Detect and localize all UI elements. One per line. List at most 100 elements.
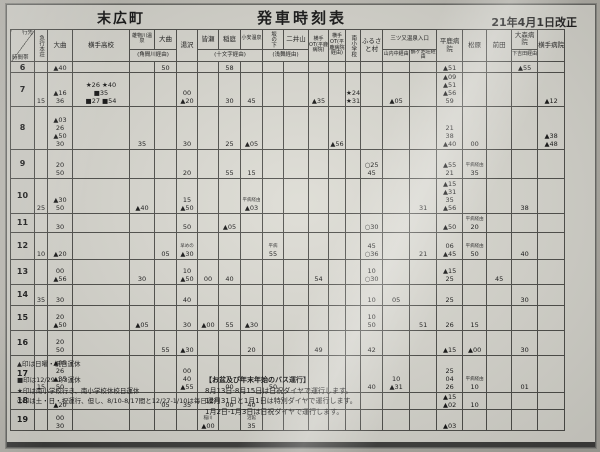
timetable-cell-10-minami — [344, 177, 362, 214]
timetable-cell-7-omagari2 — [154, 72, 177, 107]
timetable-cell-19-omagari: 00 30 — [47, 408, 73, 431]
timetable-cell-6-furusato — [360, 61, 384, 73]
timetable-cell-6-yokote_hs — [72, 61, 130, 73]
timetable-cell-14-furusato: 10 — [360, 283, 384, 306]
timetable-cell-13-honjo — [34, 258, 48, 285]
hour-label: 6 — [10, 61, 35, 73]
timetable-cell-12-furusato: 45 ○36 — [360, 231, 384, 260]
timetable-cell-11-onsen — [129, 212, 155, 233]
timetable-cell-13-minami — [344, 258, 362, 285]
timetable-cell-10-maeda — [486, 177, 513, 214]
timetable-cell-13-omagari: 00 ▲56 — [47, 258, 73, 285]
timetable-cell-16-hiraka: ▲15 — [436, 329, 464, 356]
hour-row-9: 9 20 50 20 55 15 ○25 45 ▲55 21 平病経由 35 — [10, 148, 566, 179]
timetable-cell-15-furusato: 10 50 — [360, 304, 384, 331]
timetable-cell-7-yokote_hs: ★26 ★40 ■35 ■27 ■54 — [72, 72, 130, 107]
timetable-cell-9-niiyama — [283, 148, 309, 179]
timetable-cell-15-omagari: 20 ▲50 — [47, 304, 73, 331]
timetable-cell-7-niiyama — [283, 72, 309, 107]
timetable-cell-8-furusato — [360, 105, 384, 150]
timetable-cell-13-sakanoshita — [262, 258, 284, 285]
timetable-cell-6-omagari2: 50 — [154, 61, 177, 73]
timetable-cell-16-maeda — [486, 329, 513, 356]
timetable-cell-9-hiraka: ▲55 21 — [436, 148, 464, 179]
legend-square: ■印は12/29-1/3運休 — [17, 376, 81, 385]
timetable-cell-7-yuzawa: 00 ▲20 — [176, 72, 198, 107]
timetable-cell-10-onsen: ▲40 — [129, 177, 155, 214]
timetable-cell-10-omagari2 — [154, 177, 177, 214]
departure-timetable: 行先 時間帯 急行本荘 大曲 横手高校 雄物川温泉 大曲 湯沢 皆瀬 稲庭 小安… — [10, 29, 566, 431]
mark-legend: ▲印は日曜・祝日運休 ■印は12/29-1/3運休 ★印は南小学校行き、南小学校… — [17, 359, 593, 407]
timetable-cell-16-ot1: 49 — [308, 329, 329, 356]
timetable-cell-13-niiyama — [283, 258, 309, 285]
timetable-cell-8-minase — [197, 105, 219, 150]
timetable-cell-6-hiraka: ▲51 — [436, 61, 464, 73]
timetable-cell-6-omagari: ▲40 — [47, 61, 73, 73]
timetable-cell-10-tsurugaike: 31 — [409, 177, 438, 214]
via-shimoyoshida: 下吉田経由 — [511, 48, 539, 62]
timetable-cell-14-matsubara — [462, 283, 488, 306]
timetable-sheet: 末広町 発車時刻表 21年4月1日改正 行先 時間帯 急行本荘 — [6, 4, 596, 448]
timetable-cell-13-maeda: 45 — [486, 258, 513, 285]
timetable-cell-15-yokote_hs — [72, 304, 130, 331]
timetable-cell-9-ot1 — [308, 148, 329, 179]
stop-name: 末広町 — [97, 11, 145, 27]
notice-line-newyearseve: 12月31日と1月1日は特別ダイヤで運行します。 — [205, 397, 357, 405]
timetable-cell-7-sakanoshita — [262, 72, 284, 107]
timetable-cell-9-ot2 — [328, 148, 346, 179]
timetable-cell-8-ot2: ▲56 — [328, 105, 346, 150]
timetable-cell-15-sannai — [382, 304, 411, 331]
timetable-cell-13-inaniwa: 40 — [218, 258, 241, 285]
timetable-cell-6-niiyama — [283, 61, 309, 73]
timetable-cell-6-sannai — [382, 61, 411, 73]
timetable-cell-11-niiyama — [283, 212, 309, 233]
timetable-cell-19-yokote_hosp — [537, 408, 566, 431]
timetable-cell-7-omagari: ▲16 36 — [47, 72, 73, 107]
timetable-cell-15-hiraka: 26 — [436, 304, 464, 331]
timetable-cell-7-ot1: ▲35 — [308, 72, 329, 107]
corner-hour-label: 時間帯 — [12, 54, 29, 61]
timetable-cell-14-tsurugaike — [409, 283, 438, 306]
corner-destination-label: 行先 — [21, 30, 33, 37]
timetable-cell-10-minase — [197, 177, 219, 214]
timetable-cell-9-yuzawa: 20 — [176, 148, 198, 179]
hour-row-18: 18 ▲20 05 35 00 40 ▲15 ▲02 10 — [10, 391, 566, 410]
timetable-cell-14-niiyama — [283, 283, 309, 306]
timetable-cell-14-yokote_hs — [72, 283, 130, 306]
timetable-header: 行先 時間帯 急行本荘 大曲 横手高校 雄物川温泉 大曲 湯沢 皆瀬 稲庭 小安… — [10, 29, 566, 62]
timetable-cell-14-minami — [344, 283, 362, 306]
timetable-cell-9-tsurugaike — [409, 148, 438, 179]
timetable-cell-11-minami — [344, 212, 362, 233]
timetable-cell-13-tsurugaike — [409, 258, 438, 285]
timetable-cell-9-maeda — [486, 148, 513, 179]
timetable-cell-8-yokote_hosp: ▲38 ▲48 — [537, 105, 566, 150]
timetable-cell-11-hiraka: ▲50 — [436, 212, 464, 233]
timetable-cell-11-matsubara: 平病経由 20 — [462, 212, 488, 233]
timetable-cell-15-inaniwa: 55 — [218, 304, 241, 331]
legend-triangle: ▲印は日曜・祝日運休 — [17, 360, 81, 368]
title-bar: 末広町 発車時刻表 21年4月1日改正 — [7, 5, 595, 29]
timetable-cell-16-sakanoshita — [262, 329, 284, 356]
timetable-cell-10-sakanoshita — [262, 177, 284, 214]
timetable-cell-6-inaniwa: 58 — [218, 61, 241, 73]
timetable-cell-8-sannai — [382, 105, 411, 150]
timetable-cell-10-yokote_hs — [72, 177, 130, 214]
timetable-cell-9-sannai — [382, 148, 411, 179]
timetable-cell-11-honjo — [34, 212, 48, 233]
timetable-cell-15-sakanoshita — [262, 304, 284, 331]
timetable-cell-6-ot1 — [308, 61, 329, 73]
timetable-cell-13-sannai — [382, 258, 411, 285]
timetable-cell-9-yokote_hosp — [537, 148, 566, 179]
timetable-cell-7-ot2 — [328, 72, 346, 107]
timetable-cell-14-inaniwa — [218, 283, 241, 306]
timetable-cell-9-matsubara: 平病経由 35 — [462, 148, 488, 179]
timetable-cell-16-tsurugaike — [409, 329, 438, 356]
timetable-cell-14-omagari: 30 — [47, 283, 73, 306]
timetable-cell-11-yokote_hs — [72, 212, 130, 233]
timetable-cell-6-honjo — [34, 61, 48, 73]
hour-row-13: 13 00 ▲56 30 10 ▲50 00 40 54 10 ○30 ▲15 25 45 — [10, 258, 566, 285]
timetable-cell-15-omagari2 — [154, 304, 177, 331]
timetable-cell-19-omori — [511, 408, 539, 431]
timetable-cell-13-onsen: 30 — [129, 258, 155, 285]
timetable-cell-8-tsurugaike — [409, 105, 438, 150]
